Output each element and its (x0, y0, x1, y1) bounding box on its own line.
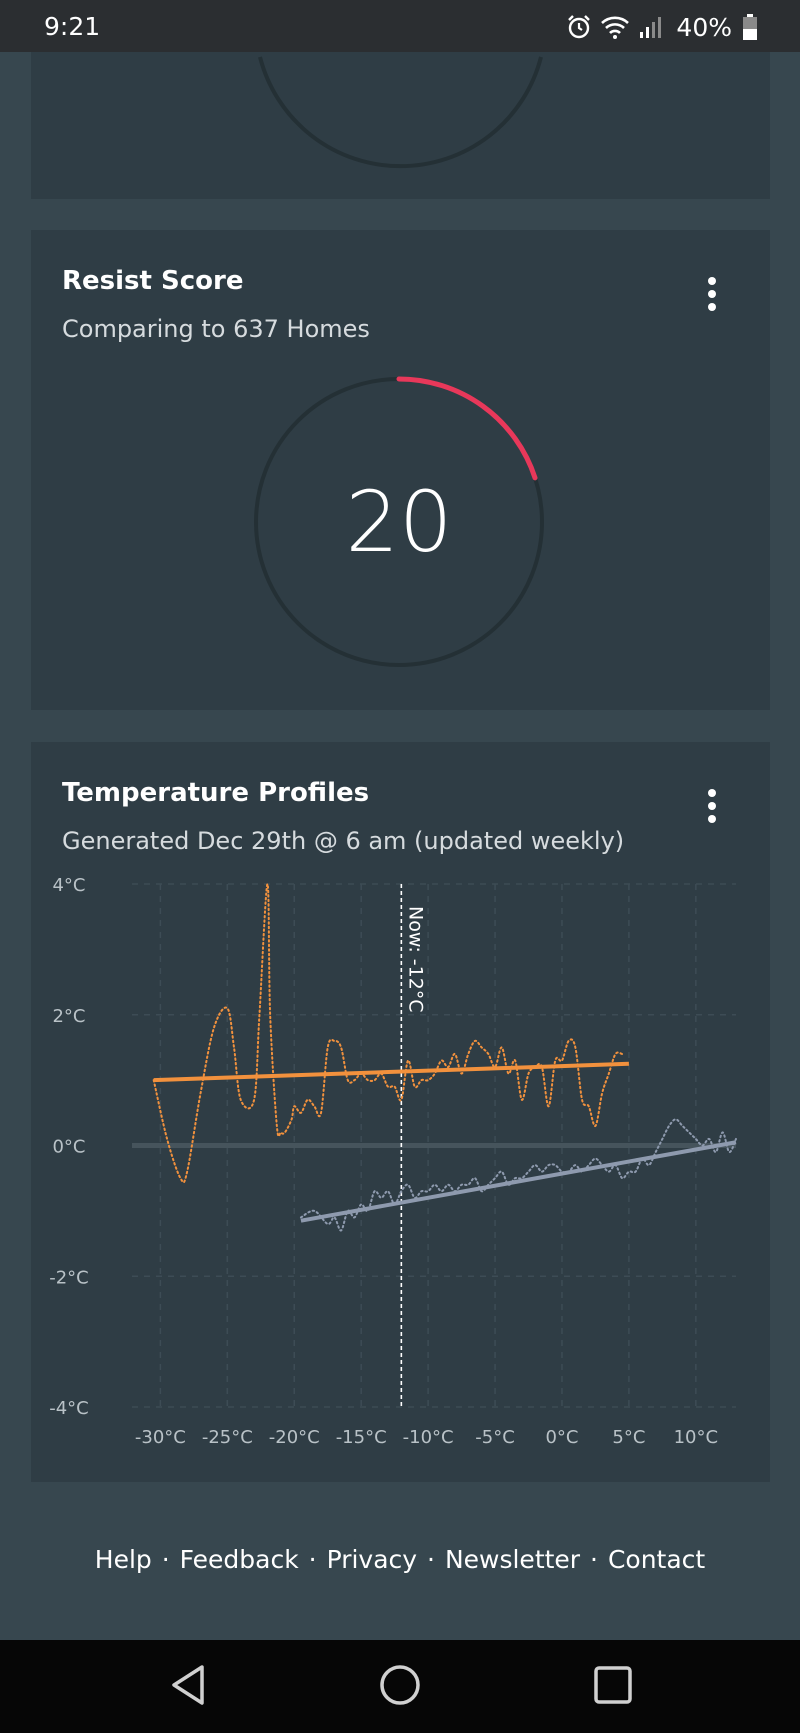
x-tick-label: -15°C (336, 1427, 387, 1448)
resist-score-subtitle: Comparing to 637 Homes (62, 315, 370, 343)
newsletter-link[interactable]: Newsletter (444, 1545, 581, 1574)
resist-score-value: 20 (345, 473, 453, 571)
y-tick-label: -2°C (49, 1267, 89, 1288)
footer-links: Help · Feedback · Privacy · Newsletter ·… (0, 1545, 800, 1574)
battery-icon (743, 14, 757, 40)
wifi-icon (601, 16, 630, 39)
resist-more-menu-icon[interactable] (706, 277, 718, 317)
x-tick-label: -20°C (269, 1427, 320, 1448)
resist-score-card: Resist Score Comparing to 637 Homes 20 (31, 230, 770, 710)
temperature-chart: -30°C -25°C -20°C -15°C -10°C -5°C 0°C 5°C 10°C 4… (49, 875, 737, 1448)
back-icon[interactable] (168, 1662, 210, 1708)
contact-link[interactable]: Contact (607, 1545, 706, 1574)
x-tick-label: -30°C (135, 1427, 186, 1448)
previous-score-ring (258, 56, 543, 169)
resist-score-title: Resist Score (62, 266, 244, 296)
score-arc (396, 376, 538, 481)
now-marker-label: Now: -12°C (404, 906, 426, 1013)
recents-icon[interactable] (592, 1662, 634, 1708)
y-tick-label: 0°C (52, 1137, 85, 1158)
temperature-profiles-card: Temperature Profiles Generated Dec 29th … (31, 742, 770, 1482)
signal-icon (640, 17, 662, 38)
alarm-icon (568, 15, 591, 39)
grey-trend-line (300, 1140, 737, 1223)
orange-trend-line (153, 1061, 629, 1083)
footer-separator: · (590, 1545, 598, 1574)
feedback-link[interactable]: Feedback (179, 1545, 299, 1574)
battery-percent: 40% (676, 12, 732, 42)
x-tick-label: -10°C (403, 1427, 454, 1448)
orange-profile-line (152, 882, 624, 1184)
status-icons: 40% (566, 10, 758, 44)
score-ring (254, 376, 544, 667)
footer-separator: · (427, 1545, 435, 1574)
footer-separator: · (308, 1545, 317, 1574)
x-tick-label: 5°C (612, 1427, 645, 1448)
x-tick-label: -25°C (202, 1427, 253, 1448)
x-tick-label: 10°C (674, 1427, 718, 1448)
x-tick-label: -5°C (475, 1427, 515, 1448)
privacy-link[interactable]: Privacy (326, 1545, 418, 1574)
x-tick-label: 0°C (545, 1427, 578, 1448)
previous-score-card (31, 52, 770, 199)
footer-separator: · (161, 1545, 170, 1574)
grey-profile-line (299, 1118, 737, 1232)
home-icon[interactable] (379, 1662, 421, 1708)
navigation-bar (0, 1640, 800, 1733)
y-tick-label: 4°C (52, 875, 85, 896)
temperature-title: Temperature Profiles (62, 778, 370, 808)
y-tick-label: -4°C (49, 1398, 89, 1419)
temperature-more-menu-icon[interactable] (706, 789, 718, 829)
temperature-subtitle: Generated Dec 29th @ 6 am (updated weekl… (62, 827, 625, 855)
help-link[interactable]: Help (94, 1545, 152, 1574)
y-tick-label: 2°C (52, 1006, 85, 1027)
status-bar: 9:21 40% (0, 0, 800, 52)
status-time: 9:21 (44, 12, 101, 41)
